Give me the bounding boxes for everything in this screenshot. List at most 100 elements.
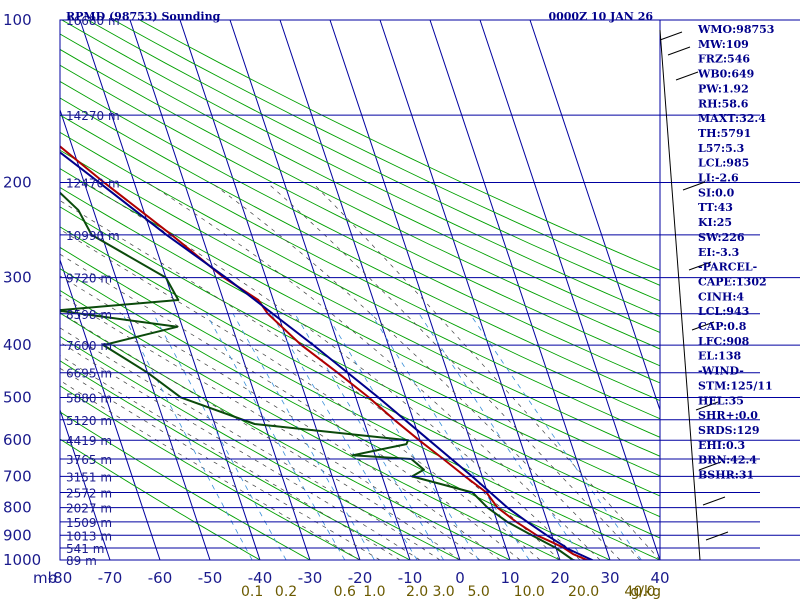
isotherm-line [60,408,111,560]
wind-barb [675,71,699,81]
mixing-ratio-line [370,313,530,560]
dewpoint-profile [60,191,578,560]
moist-adiabat [60,355,401,560]
temperature-tick-label: 30 [600,569,619,587]
moist-adiabat [60,294,481,560]
mixing-ratio-label: 40.0 [624,584,655,600]
pressure-tick-label: 800 [3,499,32,517]
mixing-ratio-label: 3.0 [432,584,454,600]
temperature-tick-label: -40 [248,569,273,587]
moist-adiabat [60,380,361,560]
wind-barb [688,261,712,271]
mixing-ratio-line [206,313,346,560]
index-entry: EI:-3.3 [698,246,739,259]
temperature-tick-label: -70 [98,569,123,587]
moist-adiabat [60,311,461,560]
temperature-tick-label: -80 [48,569,73,587]
moist-adiabat [60,275,501,560]
wind-barb [691,321,715,331]
height-label: 5880 m [66,391,112,405]
isotherm-line [179,20,361,560]
index-entry: MW:109 [698,38,749,51]
pressure-tick-label: 300 [3,269,32,287]
isotherm-line [529,20,660,412]
height-label: 3151 m [66,470,112,484]
index-entry: RH:58.6 [698,97,749,110]
isotherm-line [379,20,561,560]
mixing-ratio-line [325,313,479,560]
moist-adiabat [84,182,581,560]
isotherm-line [60,258,161,560]
station-title: RPMD (98753) Sounding [66,10,221,23]
height-label: 6695 m [66,367,112,381]
mixing-ratio-line [294,313,444,560]
index-entry: LCL:985 [698,157,749,170]
index-entry: LCL:943 [698,305,749,318]
moist-adiabat [60,200,561,560]
index-entry: CAPE:1302 [698,275,767,288]
temperature-tick-label: -20 [348,569,373,587]
temperature-tick-label: -30 [298,569,323,587]
index-entry: SW:226 [698,231,745,244]
height-label: 10990 m [66,229,120,243]
sounding-time: 0000Z 10 JAN 26 [548,10,653,23]
mixing-ratio-label: 10.0 [514,584,545,600]
mixing-ratio-label: 1.0 [363,584,385,600]
mixing-ratio-line [153,313,287,560]
index-entry: LI:-2.6 [698,172,739,185]
mixing-ratio-line [122,313,253,560]
mixing-ratio-label: 20.0 [568,584,599,600]
isotherm-line [129,20,311,560]
index-entry: WB0:649 [697,68,754,81]
pressure-tick-label: 500 [3,388,32,406]
moist-adiabat [60,327,441,560]
height-label: 1509 m [66,516,112,530]
mixing-ratio-label: 0.2 [275,584,297,600]
pressure-tick-label: 200 [3,174,32,192]
pressure-tick-label: 1000 [3,551,41,569]
moist-adiabat [60,367,381,560]
isotherm-line [229,20,411,560]
index-entry: SI:0.0 [698,186,735,199]
index-entry: MAXT:32.4 [698,112,766,125]
moist-adiabat [210,182,621,560]
isotherm-line [479,20,660,560]
index-entry: L57:5.3 [698,142,744,155]
height-label: 1013 m [66,529,112,543]
height-label: 8598 m [66,308,112,322]
index-entry: STM:125/11 [698,379,773,392]
index-entry: CINH:4 [698,290,744,303]
height-label: 89 m [66,554,97,568]
index-entry: TH:5791 [698,127,751,140]
isotherm-line [279,20,461,560]
height-label: 3765 m [66,453,112,467]
height-label: 7600 m [66,339,112,353]
index-entry: FRZ:546 [698,53,750,66]
wind-barb [667,46,691,56]
pressure-tick-label: 100 [3,11,32,29]
pressure-tick-label: 700 [3,467,32,485]
mixing-ratio-line [418,313,584,560]
index-entry: SRDS:129 [698,424,760,437]
mixing-ratio-label: 2.0 [406,584,428,600]
wind-barbs [659,29,729,561]
index-entry: KI:25 [698,216,732,229]
index-entry: SHR+:0.0 [698,409,758,422]
height-label: 2027 m [66,502,112,516]
wind-barb [695,401,719,411]
temperature-tick-label: 10 [500,569,519,587]
temperature-tick-label: -50 [198,569,223,587]
wind-barb [659,31,683,41]
index-entry: BRN:42.4 [698,454,757,467]
height-label: 4419 m [66,434,112,448]
height-label: 2572 m [66,487,112,501]
mixing-ratio-line [232,313,375,560]
mixing-ratio-line [469,313,642,560]
pressure-tick-label: 600 [3,431,32,449]
height-label: 12470 m [66,177,120,191]
wind-barb [702,496,726,506]
